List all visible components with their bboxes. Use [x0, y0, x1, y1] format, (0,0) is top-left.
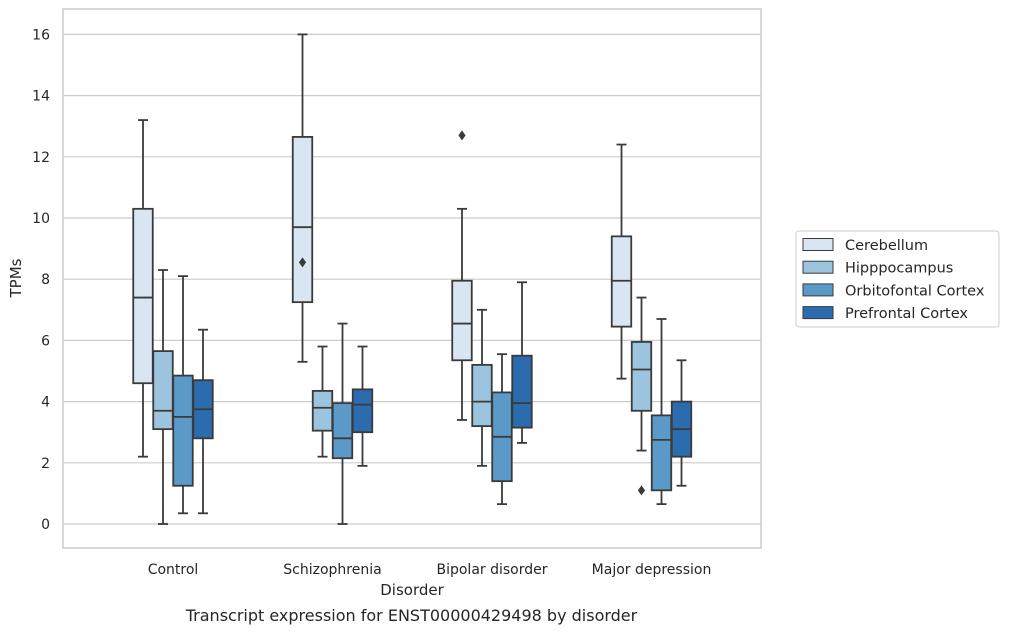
- legend-label: Prefrontal Cortex: [845, 306, 968, 322]
- box-hipppocampus-0: [152, 269, 174, 525]
- y-tick-label: 14: [32, 89, 50, 105]
- iqr-box: [311, 389, 334, 432]
- legend-swatch: [802, 283, 834, 297]
- iqr-box: [351, 388, 374, 434]
- y-tick-label: 6: [41, 333, 50, 349]
- y-tick-label: 0: [41, 517, 50, 533]
- box-orbitofontal-cortex-1: [331, 322, 354, 525]
- y-tick-label: 2: [41, 456, 50, 472]
- x-tick-label: Schizophrenia: [283, 562, 381, 578]
- outlier-point: [637, 485, 646, 496]
- box-prefrontal-cortex-1: [351, 345, 374, 467]
- y-tick-label: 4: [41, 395, 50, 411]
- box-cerebellum-3: [610, 143, 633, 380]
- outlier-point: [298, 257, 307, 268]
- box-prefrontal-cortex-0: [192, 328, 214, 515]
- x-tick-label: Bipolar disorder: [436, 562, 547, 578]
- y-tick-label: 16: [32, 27, 50, 43]
- box-orbitofontal-cortex-3: [650, 318, 673, 506]
- iqr-box: [291, 136, 314, 304]
- legend-swatch: [802, 238, 834, 251]
- y-tick-label: 12: [32, 150, 50, 166]
- y-axis-label: TPMs: [7, 258, 25, 298]
- figure-caption: Transcript expression for ENST0000042949…: [185, 606, 638, 625]
- x-tick-label: Major depression: [592, 562, 712, 578]
- x-axis-label: Disorder: [380, 581, 444, 599]
- boxes: [132, 33, 693, 525]
- y-tick-label: 10: [32, 211, 50, 227]
- y-tick-label: 8: [41, 272, 50, 288]
- box-cerebellum-1: [291, 33, 314, 363]
- x-tick-label: Control: [148, 562, 199, 578]
- iqr-box: [172, 374, 194, 487]
- legend-label: Hipppocampus: [845, 261, 953, 277]
- legend-frame: [795, 230, 1000, 328]
- legend-label: Orbitofontal Cortex: [845, 283, 985, 299]
- x-tick-labels: Control Schizophrenia Bipolar disorder Majo…: [148, 562, 712, 578]
- box-prefrontal-cortex-3: [670, 359, 693, 487]
- iqr-box: [132, 207, 154, 385]
- box-prefrontal-cortex-2: [511, 281, 533, 444]
- iqr-box: [451, 279, 473, 362]
- y-tick-labels: 0 2 4 6 8 10 12 14 16: [32, 27, 50, 533]
- box-hipppocampus-3: [630, 296, 653, 496]
- iqr-box: [471, 363, 493, 427]
- legend: Cerebellum Hipppocampus Orbitofontal Corte…: [795, 230, 1000, 328]
- iqr-box: [152, 350, 174, 431]
- box-orbitofontal-cortex-0: [172, 275, 194, 515]
- box-cerebellum-2: [451, 130, 473, 421]
- box-hipppocampus-2: [471, 308, 493, 467]
- iqr-box: [630, 341, 653, 412]
- box-orbitofontal-cortex-2: [491, 353, 513, 506]
- legend-label: Cerebellum: [845, 238, 928, 254]
- outlier-point: [458, 130, 466, 141]
- iqr-box: [650, 414, 673, 492]
- plot-frame: [62, 8, 762, 549]
- iqr-box: [331, 402, 354, 460]
- iqr-box: [511, 354, 533, 429]
- legend-swatch: [802, 306, 834, 320]
- legend-swatch: [802, 260, 834, 274]
- box-cerebellum-0: [132, 119, 154, 458]
- box-hipppocampus-1: [311, 345, 334, 458]
